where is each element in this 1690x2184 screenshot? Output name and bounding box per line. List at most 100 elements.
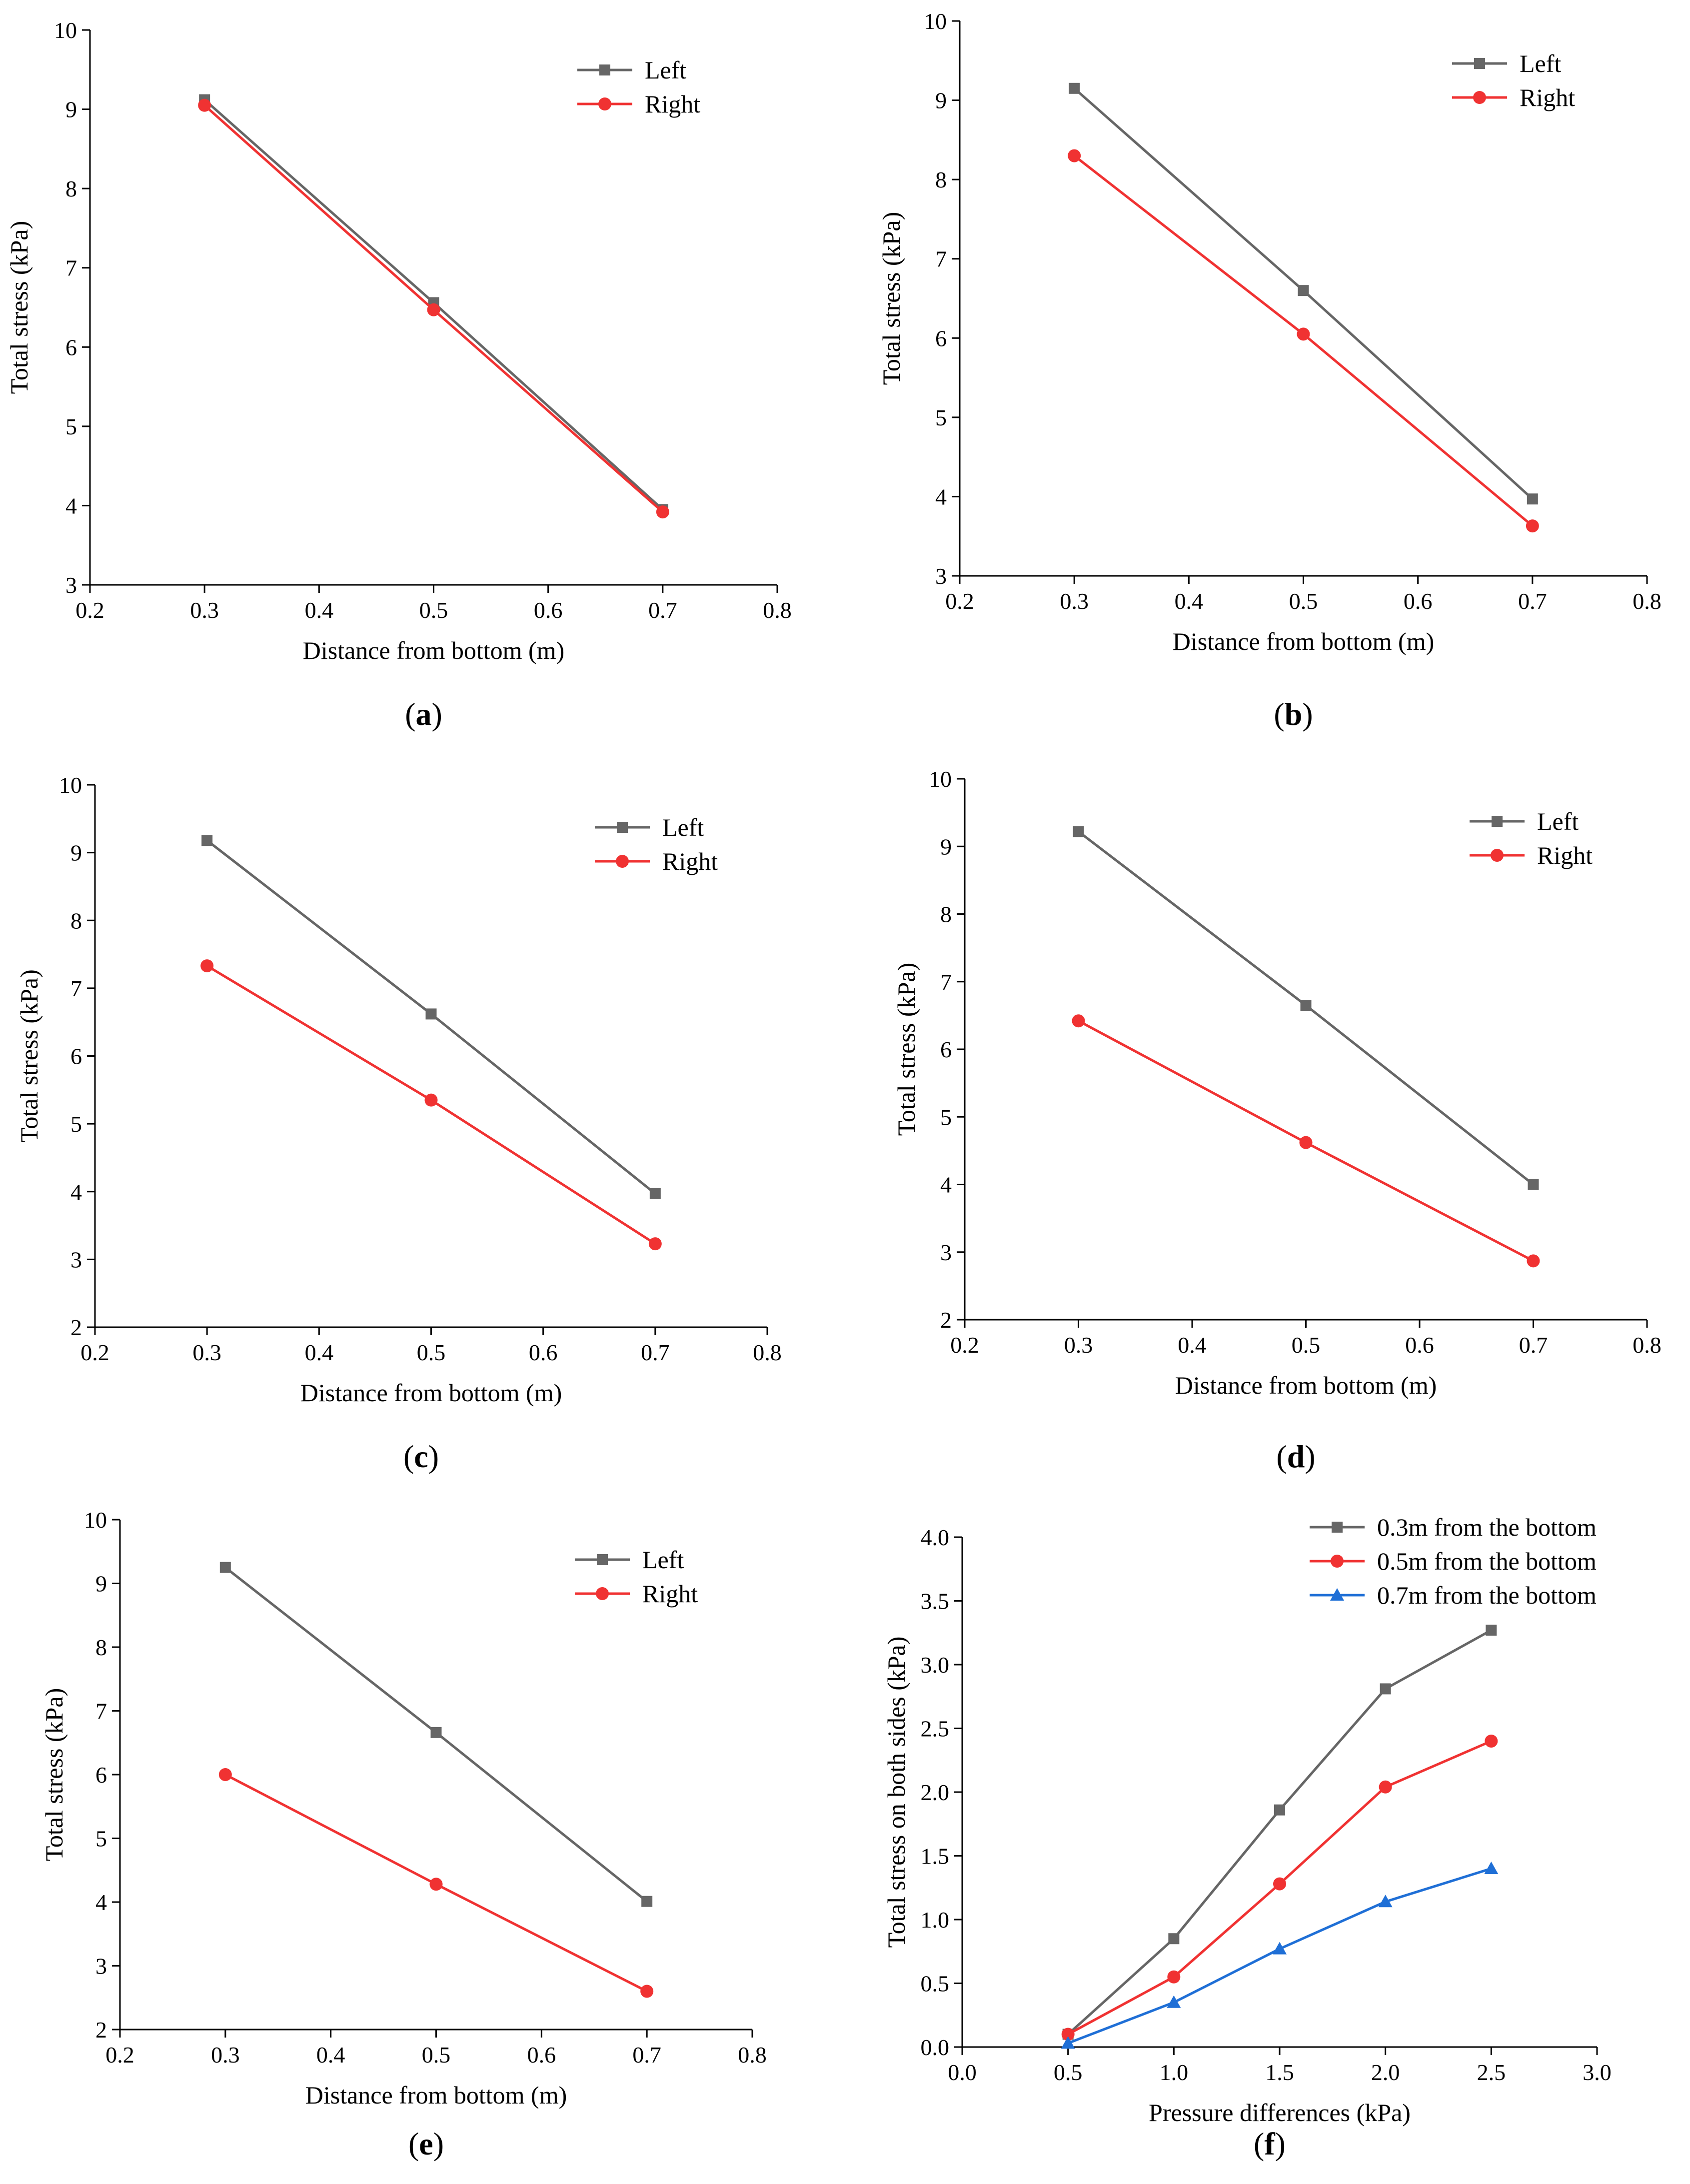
x-axis-label: Distance from bottom (m)	[305, 2081, 567, 2109]
data-point	[1484, 1862, 1499, 1874]
legend-marker	[1492, 816, 1503, 827]
legend-marker	[616, 855, 629, 868]
x-axis-label: Distance from bottom (m)	[300, 1379, 562, 1407]
y-tick-label: 0.0	[921, 2035, 950, 2060]
legend-marker	[1474, 58, 1485, 69]
legend-marker	[1491, 849, 1504, 862]
data-point	[656, 505, 669, 519]
y-tick-label: 5	[935, 405, 947, 430]
x-tick-label: 0.5	[1292, 1332, 1321, 1358]
y-tick-label: 8	[95, 1635, 107, 1660]
x-tick-label: 0.8	[753, 1340, 782, 1365]
y-tick-label: 9	[95, 1571, 107, 1597]
data-point	[1167, 1970, 1181, 1984]
legend: Left Right	[577, 56, 700, 118]
x-axis-label: Distance from bottom (m)	[303, 636, 565, 664]
legend-label: Right	[642, 1580, 698, 1608]
data-point	[1273, 1942, 1287, 1955]
x-tick-label: 0.3	[211, 2042, 240, 2068]
legend-marker	[1331, 1555, 1344, 1568]
data-point	[1300, 1000, 1312, 1011]
data-point	[1061, 2028, 1075, 2041]
y-tick-label: 5	[65, 414, 77, 439]
y-axis-label: Total stress (kPa)	[15, 969, 43, 1142]
panel-label: (d)	[1276, 1439, 1315, 1474]
legend-label: Left	[645, 56, 686, 84]
chart-panel-e: 0.2 0.3 0.4 0.5 0.6 0.7 0.8 2 3 4 5 6 7 8 9 10 Distance …	[40, 1507, 767, 2162]
x-tick-label: 0.8	[763, 597, 792, 623]
x-axis-label: Distance from bottom (m)	[1175, 1371, 1437, 1399]
y-tick-label: 6	[935, 325, 947, 351]
data-point	[1486, 1625, 1497, 1636]
data-point	[1485, 1735, 1498, 1748]
data-point	[1069, 82, 1080, 94]
data-point	[1273, 1877, 1286, 1891]
series-line-1	[1073, 154, 1534, 527]
x-tick-label: 1.5	[1265, 2060, 1294, 2085]
y-tick-label: 2	[940, 1307, 952, 1333]
panel-label: (e)	[408, 2126, 444, 2162]
chart-panel-c: 0.2 0.3 0.4 0.5 0.6 0.7 0.8 2 3 4 5 6 7 8 9 10 Distance …	[15, 772, 782, 1474]
y-tick-label: 7	[940, 969, 952, 995]
data-point	[1379, 1780, 1392, 1794]
chart-panel-f: 0.0 0.5 1.0 1.5 2.0 2.5 3.0 0.0 0.5 1.0 1.5 2.0 2.5 3…	[882, 1513, 1612, 2162]
y-tick-label: 2	[70, 1315, 82, 1340]
data-point	[200, 959, 214, 973]
y-tick-label: 2	[95, 2017, 107, 2043]
y-tick-label: 10	[929, 766, 952, 792]
x-tick-label: 0.3	[192, 1340, 221, 1365]
data-point	[1168, 1933, 1180, 1945]
data-point	[1297, 327, 1310, 341]
y-tick-label: 5	[95, 1826, 107, 1852]
data-point	[1299, 1136, 1313, 1149]
legend-label: 0.3m from the bottom	[1377, 1513, 1597, 1541]
data-point	[1068, 149, 1081, 162]
x-axis-label: Pressure differences (kPa)	[1149, 2099, 1411, 2127]
chart-panel-b: 0.2 0.3 0.4 0.5 0.6 0.7 0.8 3 4 5 6 7 8 9 10 Distance f…	[877, 8, 1662, 732]
y-tick-label: 5	[940, 1104, 952, 1130]
y-tick-label: 2.0	[921, 1780, 950, 1805]
y-tick-label: 3	[95, 1954, 107, 1979]
legend-label: Right	[1520, 83, 1575, 111]
y-tick-label: 4	[70, 1179, 82, 1205]
x-tick-label: 0.2	[950, 1332, 979, 1358]
series-line-2	[1067, 1867, 1492, 2045]
legend-label: 0.5m from the bottom	[1377, 1547, 1597, 1575]
data-point	[427, 303, 440, 316]
data-point	[429, 1878, 443, 1891]
y-tick-label: 9	[940, 834, 952, 859]
y-tick-label: 3.5	[921, 1589, 950, 1614]
y-tick-label: 0.5	[921, 1971, 950, 1997]
legend-marker	[617, 822, 628, 833]
data-point	[1380, 1683, 1391, 1695]
data-point	[648, 1237, 662, 1251]
x-tick-label: 0.2	[105, 2042, 134, 2068]
panel-label: (c)	[403, 1439, 439, 1474]
panel-label: (b)	[1274, 696, 1313, 732]
y-tick-label: 5	[70, 1111, 82, 1137]
x-tick-label: 0.7	[641, 1340, 670, 1365]
data-point	[424, 1093, 438, 1107]
y-tick-label: 10	[924, 8, 947, 34]
panel-label: (a)	[405, 696, 442, 732]
y-tick-label: 3	[935, 563, 947, 589]
y-tick-label: 3	[70, 1247, 82, 1272]
y-tick-label: 7	[65, 255, 77, 281]
legend-label: Left	[662, 813, 704, 841]
y-tick-label: 1.0	[921, 1907, 950, 1933]
y-tick-label: 6	[70, 1044, 82, 1069]
y-axis-label: Total stress (kPa)	[40, 1688, 68, 1861]
y-axis-label: Total stress (kPa)	[5, 221, 33, 394]
y-tick-label: 10	[54, 17, 77, 43]
legend-marker	[1332, 1522, 1343, 1533]
y-tick-label: 2.5	[921, 1716, 950, 1742]
legend-label: Right	[662, 847, 718, 875]
x-tick-label: 0.5	[417, 1340, 446, 1365]
y-tick-label: 3.0	[921, 1652, 950, 1678]
data-point	[1526, 519, 1539, 533]
x-tick-label: 0.6	[1405, 1332, 1434, 1358]
y-tick-label: 8	[935, 167, 947, 192]
chart-panel-d: 0.2 0.3 0.4 0.5 0.6 0.7 0.8 2 3 4 5 6 7 8 9 10 Distance …	[892, 766, 1662, 1474]
y-tick-label: 9	[70, 840, 82, 866]
y-tick-label: 4.0	[921, 1525, 950, 1550]
